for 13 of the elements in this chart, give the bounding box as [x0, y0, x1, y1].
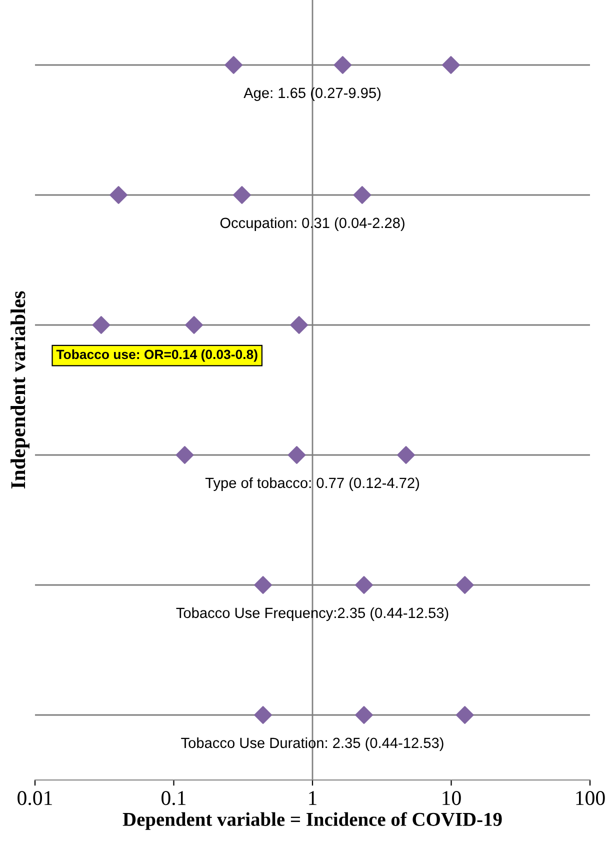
annotation: Age: 1.65 (0.27-9.95)	[244, 87, 381, 101]
annotation: Type of tobacco: 0.77 (0.12-4.72)	[205, 477, 420, 491]
y-axis-title: Independent variables	[10, 291, 30, 489]
annotation: Tobacco use: OR=0.14 (0.03-0.8)	[56, 349, 258, 362]
annotation: Occupation: 0.31 (0.04-2.28)	[220, 217, 404, 231]
x-tick-label: 1	[309, 791, 316, 805]
x-tick-label: 0.1	[162, 791, 186, 806]
annotation: Tobacco Use Duration: 2.35 (0.44-12.53)	[181, 737, 444, 751]
x-tick-label: 100	[576, 791, 605, 806]
x-tick-label: 10	[442, 791, 461, 806]
annotation: Tobacco Use Frequency:2.35 (0.44-12.53)	[176, 607, 448, 621]
x-tick-label: 0.01	[18, 791, 52, 806]
x-axis-title: Dependent variable = Incidence of COVID-19	[122, 812, 502, 830]
